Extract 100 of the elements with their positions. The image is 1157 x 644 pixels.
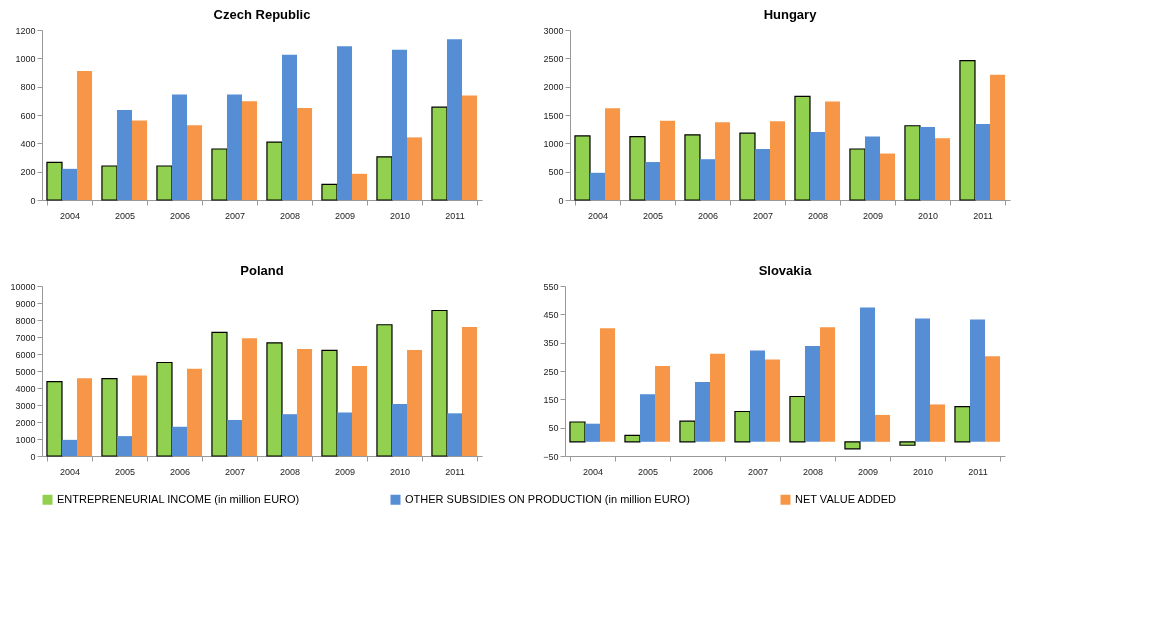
y-tick-label: 350 [543, 338, 559, 349]
bar [211, 148, 228, 201]
y-tick-label: 7000 [15, 332, 36, 343]
bar [825, 101, 841, 200]
bar [187, 125, 203, 200]
bar [990, 74, 1006, 200]
bar [629, 135, 646, 201]
bar [391, 49, 408, 200]
bar [809, 132, 826, 200]
bar [930, 404, 946, 442]
bar [171, 94, 188, 200]
legend-label: NET VALUE ADDED [795, 492, 897, 505]
bar [794, 95, 811, 201]
chart-title: Poland [240, 263, 284, 278]
bar [266, 342, 283, 457]
bar [242, 101, 258, 200]
y-tick-label: 6000 [15, 349, 36, 360]
bar [914, 318, 931, 442]
y-tick-label: 50 [548, 423, 559, 434]
x-tick-label: 2004 [59, 466, 81, 477]
bar [574, 135, 591, 201]
y-tick-label: 1000 [15, 53, 36, 64]
x-tick-label: 2007 [752, 210, 774, 221]
y-tick-label: −50 [543, 451, 559, 462]
y-tick-label: 3000 [15, 400, 36, 411]
bar [974, 124, 991, 200]
chart-title: Slovakia [758, 263, 813, 278]
chart-title: Hungary [763, 7, 818, 22]
bar [699, 159, 716, 200]
x-tick-label: 2010 [389, 466, 411, 477]
bar [624, 434, 641, 443]
y-tick-label: 2500 [543, 53, 564, 64]
bar [584, 423, 601, 442]
x-tick-label: 2008 [279, 466, 301, 477]
bar [352, 365, 368, 456]
x-tick-label: 2005 [114, 466, 136, 477]
bar [684, 134, 701, 201]
bar [376, 156, 393, 201]
bar [462, 95, 478, 200]
bar [754, 149, 771, 200]
x-tick-label: 2006 [697, 210, 719, 221]
bar [431, 106, 448, 201]
bar [407, 137, 423, 200]
bar [101, 378, 118, 457]
bar [734, 410, 751, 443]
bar [352, 173, 368, 200]
bar [297, 107, 313, 200]
bar [985, 356, 1001, 442]
bar [959, 60, 976, 201]
bar [336, 46, 353, 200]
bar [605, 108, 621, 200]
bar [765, 359, 781, 442]
bar [446, 39, 463, 200]
y-tick-label: 500 [548, 167, 564, 178]
bar [899, 441, 916, 446]
y-tick-label: 800 [20, 82, 36, 93]
x-tick-label: 2004 [587, 210, 609, 221]
y-tick-label: 0 [30, 195, 36, 206]
bar [226, 94, 243, 200]
x-tick-label: 2009 [862, 210, 884, 221]
x-tick-label: 2008 [279, 210, 301, 221]
x-tick-label: 2006 [692, 466, 714, 477]
bar [875, 414, 891, 442]
bar [639, 394, 656, 442]
bar [600, 328, 616, 442]
y-tick-label: 150 [543, 394, 559, 405]
bar [171, 426, 188, 456]
x-tick-label: 2011 [973, 210, 993, 221]
bar [919, 126, 936, 200]
bar [116, 436, 133, 456]
x-tick-label: 2009 [334, 210, 356, 221]
chart-title: Czech Republic [213, 7, 311, 22]
x-tick-label: 2006 [169, 210, 191, 221]
y-tick-label: 4000 [15, 383, 36, 394]
bar [321, 349, 338, 457]
y-tick-label: 0 [30, 451, 36, 462]
bar [789, 395, 806, 443]
bar [859, 307, 876, 442]
bar [849, 148, 866, 201]
x-tick-label: 2004 [582, 466, 604, 477]
x-tick-label: 2008 [802, 466, 824, 477]
bar [462, 326, 478, 456]
bar [297, 349, 313, 456]
bar [46, 161, 63, 201]
bar [864, 136, 881, 200]
bar [749, 350, 766, 442]
bar [156, 361, 173, 457]
bar [116, 110, 133, 200]
bar [77, 378, 93, 456]
y-tick-label: 400 [20, 138, 36, 149]
x-tick-label: 2009 [334, 466, 356, 477]
bar [376, 324, 393, 457]
bar [904, 125, 921, 201]
bar [101, 165, 118, 201]
bar [660, 120, 676, 200]
bar [694, 382, 711, 442]
y-tick-label: 2000 [15, 417, 36, 428]
bar [226, 419, 243, 456]
y-tick-label: 1500 [543, 110, 564, 121]
bar [431, 309, 448, 457]
